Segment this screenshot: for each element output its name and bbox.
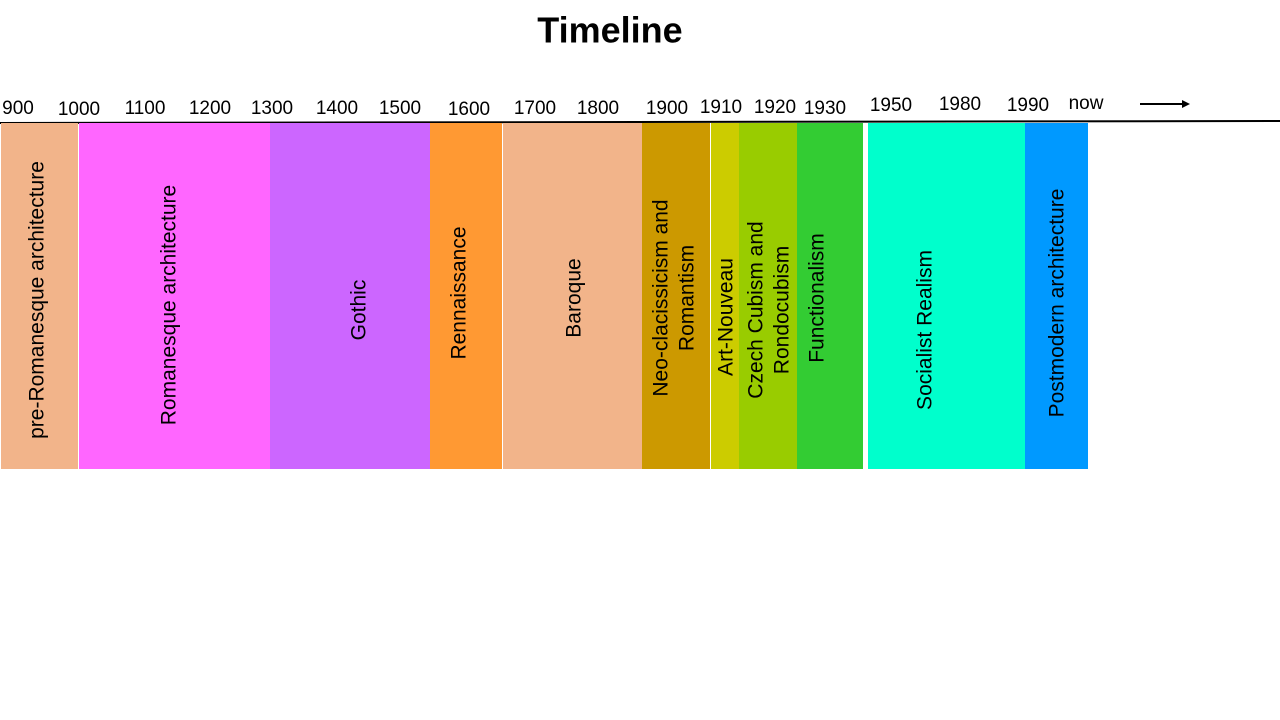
arrow-head [1182, 100, 1190, 108]
year-label: 1900 [646, 98, 688, 119]
period-label-line: Socialist Realism [914, 250, 937, 410]
period-label: Baroque [563, 258, 586, 337]
period-block [270, 123, 430, 469]
period-label-line: Romantism [676, 245, 699, 351]
year-label: 1400 [316, 98, 358, 119]
period-label: Functionalism [806, 233, 829, 363]
year-label: 1800 [577, 98, 619, 119]
year-label: 1600 [448, 99, 490, 120]
period-label-line: Postmodern architecture [1046, 189, 1069, 418]
title: Timeline [537, 10, 682, 51]
period-block [711, 123, 739, 469]
period-label-line: Baroque [563, 258, 586, 337]
period-block [1025, 123, 1088, 469]
year-label: 1000 [58, 99, 100, 120]
period-label: Art-Nouveau [715, 258, 738, 376]
year-label: 1920 [754, 97, 796, 118]
period-label-line: Functionalism [806, 233, 829, 363]
period-block [797, 123, 863, 469]
year-label: 1700 [514, 98, 556, 119]
year-label: 1500 [379, 98, 421, 119]
year-label: 1950 [870, 95, 912, 116]
period-label: Romanesque architecture [158, 185, 181, 425]
period-block [1, 123, 78, 469]
period-block [739, 123, 797, 469]
period-label-line: Art-Nouveau [715, 258, 738, 376]
period-label: Gothic [348, 280, 371, 341]
period-label-line: Czech Cubism and [745, 221, 768, 398]
period-label-line: Rennaissance [448, 226, 471, 359]
period-label: Postmodern architecture [1046, 189, 1069, 418]
year-label: 1990 [1007, 95, 1049, 116]
period-block [503, 123, 642, 469]
period-label-line: Romanesque architecture [158, 185, 181, 425]
year-label: now [1069, 93, 1104, 114]
year-label: 1910 [700, 97, 742, 118]
period-block [430, 123, 502, 469]
year-label: 1930 [804, 98, 846, 119]
year-label: 1300 [251, 98, 293, 119]
period-label: Neo-clacissicism and Romantism [650, 199, 699, 396]
period-block [868, 123, 1025, 469]
period-label-line: Neo-clacissicism and [650, 199, 673, 396]
period-label: pre-Romanesque architecture [26, 161, 49, 439]
period-label: Rennaissance [448, 226, 471, 359]
period-block [642, 123, 710, 469]
period-label-line: Gothic [348, 280, 371, 341]
period-block [79, 123, 270, 469]
period-label: Czech Cubism and Rondocubism [745, 221, 794, 398]
period-label-line: Rondocubism [771, 246, 794, 374]
period-label-line: pre-Romanesque architecture [26, 161, 49, 439]
period-label: Socialist Realism [914, 250, 937, 410]
year-label: 1100 [125, 98, 166, 119]
year-label: 1200 [189, 98, 231, 119]
axis-line [0, 120, 1280, 124]
year-label: 900 [2, 98, 34, 119]
year-label: 1980 [939, 94, 981, 115]
